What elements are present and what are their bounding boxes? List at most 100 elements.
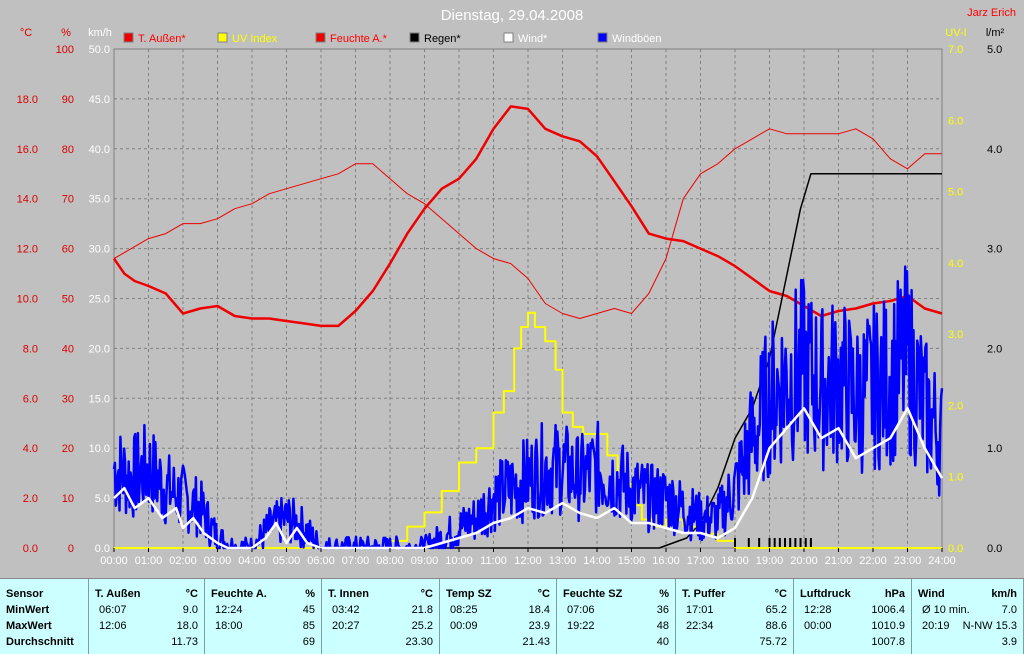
stats-label-min: MinWert — [6, 604, 50, 616]
stats-max-value: 23.9 — [528, 620, 550, 632]
left-axis-tick-label: 90 — [62, 94, 74, 106]
right-axis-tick-label: 3.0 — [948, 329, 963, 341]
stats-max-time: 22:34 — [686, 620, 714, 632]
left-axis-tick-label: 0.0 — [23, 543, 38, 555]
left-axis-tick-label: 20.0 — [89, 343, 110, 355]
right-axis-tick-label: 5.0 — [987, 44, 1002, 56]
legend-swatch — [597, 32, 608, 43]
legend-swatch — [409, 32, 420, 43]
left-axis-tick-label: 50 — [62, 294, 74, 306]
stats-column-unit: % — [305, 588, 315, 600]
stats-column-name: Temp SZ — [446, 588, 492, 600]
stats-avg-value: 11.73 — [171, 636, 198, 648]
statistics-table: Sensor MinWert MaxWert Durchschnitt T. A… — [0, 578, 1024, 654]
rain-marker — [809, 538, 812, 547]
right-axis-tick-label: 1.0 — [948, 472, 963, 484]
stats-avg-value: 1007.8 — [871, 636, 905, 648]
legend-label: Wind* — [518, 33, 548, 45]
stats-column: Wind km/h Ø 10 min. 7.0 20:19 N-NW 15.3 3.9 — [912, 579, 1024, 654]
stats-column-name: Wind — [918, 588, 945, 600]
left-axis-tick-label: 80 — [62, 144, 74, 156]
stats-min-value: 36 — [656, 604, 669, 616]
stats-column-unit: °C — [420, 588, 433, 600]
right-axis-tick-label: 6.0 — [948, 115, 963, 127]
legend-label: T. Außen* — [138, 33, 186, 45]
right-axis-tick-label: 2.0 — [948, 400, 963, 412]
rain-marker — [804, 538, 807, 547]
stats-column-unit: °C — [774, 588, 787, 600]
x-tick-label: 21:00 — [825, 555, 853, 567]
left-axis-tick-label: 10 — [62, 493, 74, 505]
left-axis-tick-label: 2.0 — [23, 493, 38, 505]
stats-label-avg: Durchschnitt — [6, 636, 74, 648]
stats-column: Temp SZ °C 08:25 18.4 00:09 23.9 21.43 — [440, 579, 557, 654]
stats-column-unit: °C — [537, 588, 550, 600]
left-axis-tick-label: 10.0 — [17, 294, 38, 306]
stats-max-time: 00:00 — [804, 620, 832, 632]
legend-label: Feuchte A.* — [330, 33, 388, 45]
stats-column-unit: % — [659, 588, 669, 600]
stats-min-time: 03:42 — [332, 604, 360, 616]
stats-min-time: 08:25 — [450, 604, 478, 616]
rain-marker — [747, 538, 750, 547]
x-tick-label: 20:00 — [790, 555, 818, 567]
weather-chart: Dienstag, 29.04.2008 Jarz Erich 00:00 01:… — [17, 7, 1016, 567]
x-tick-label: 09:00 — [411, 555, 439, 567]
stats-max-value: 18.0 — [176, 620, 198, 632]
legend-swatch — [315, 32, 326, 43]
stats-avg-value: 23.30 — [405, 636, 433, 648]
legend-label: Windböen — [612, 33, 662, 45]
x-tick-label: 15:00 — [618, 555, 646, 567]
left-axis-tick-label: 100 — [56, 44, 74, 56]
left-axis-tick-label: 70 — [62, 194, 74, 206]
stats-column: T. Außen °C 06:07 9.0 12:06 18.0 11.73 — [89, 579, 205, 654]
stats-label-max: MaxWert — [6, 620, 52, 632]
stats-column-name: Feuchte A. — [211, 588, 267, 600]
stats-column-unit: km/h — [991, 588, 1017, 600]
rain-marker — [789, 538, 792, 547]
stats-max-time: 19:22 — [567, 620, 595, 632]
right-axis-tick-label: 5.0 — [948, 187, 963, 199]
right-axis-tick-label: 4.0 — [948, 258, 963, 270]
stats-max-time: 12:06 — [99, 620, 127, 632]
left-axis-tick-label: 50.0 — [89, 44, 110, 56]
stats-max-value: 25.2 — [411, 620, 433, 632]
stats-avg-value: 75.72 — [759, 636, 787, 648]
right-axis-tick-label: 7.0 — [948, 44, 963, 56]
stats-min-value: 1006.4 — [871, 604, 905, 616]
stats-column: Luftdruck hPa 12:28 1006.4 00:00 1010.9 1007.8 — [794, 579, 912, 654]
rain-marker — [784, 538, 787, 547]
stats-min-value: 45 — [302, 604, 315, 616]
x-tick-label: 24:00 — [928, 555, 956, 567]
stats-column-name: Feuchte SZ — [563, 588, 623, 600]
x-tick-label: 22:00 — [859, 555, 887, 567]
stats-min-value: 7.0 — [1001, 604, 1017, 616]
stats-min-value: 9.0 — [182, 604, 198, 616]
stats-header-sensor: Sensor — [6, 588, 44, 600]
left-axis-tick-label: 30.0 — [89, 244, 110, 256]
left-axis-tick-label: 16.0 — [17, 144, 38, 156]
rain-marker — [758, 538, 761, 547]
stats-max-value: N-NW 15.3 — [962, 620, 1017, 632]
stats-max-time: 18:00 — [215, 620, 243, 632]
x-tick-label: 00:00 — [100, 555, 128, 567]
right-axis-tick-label: 1.0 — [987, 443, 1002, 455]
stats-avg-value: 21.43 — [522, 636, 550, 648]
stats-max-value: 88.6 — [765, 620, 787, 632]
left-axis-tick-label: 5.0 — [95, 493, 110, 505]
left-axis-tick-label: 60 — [62, 244, 74, 256]
stats-column-unit: hPa — [884, 588, 905, 600]
stats-column: T. Puffer °C 17:01 65.2 22:34 88.6 75.72 — [676, 579, 794, 654]
stats-column-name: Luftdruck — [800, 588, 851, 600]
stats-min-value: 65.2 — [765, 604, 787, 616]
left-axis-tick-label: 15.0 — [89, 393, 110, 405]
left-axis-tick-label: 12.0 — [17, 244, 38, 256]
stats-min-value: 18.4 — [528, 604, 550, 616]
stats-max-value: 1010.9 — [871, 620, 905, 632]
stats-min-time: 07:06 — [567, 604, 595, 616]
stats-column-unit: °C — [185, 588, 198, 600]
x-tick-label: 05:00 — [273, 555, 301, 567]
x-tick-label: 01:00 — [135, 555, 163, 567]
right-axis-unit: UV-I — [945, 27, 966, 39]
legend-swatch — [217, 32, 228, 43]
